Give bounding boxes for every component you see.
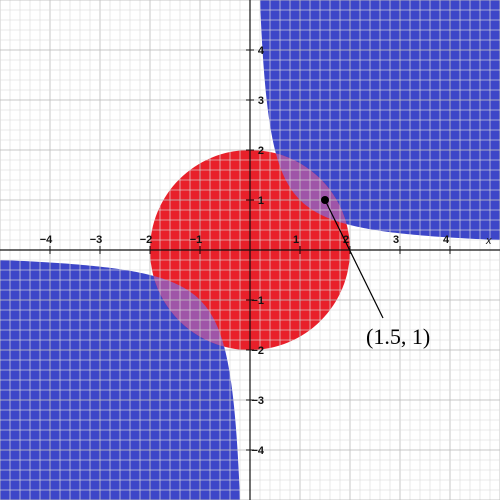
y-tick-label: −4 (251, 445, 264, 457)
x-tick-label: −1 (190, 234, 203, 246)
y-tick-label: −1 (251, 295, 264, 307)
x-tick-label: −4 (40, 234, 53, 246)
point-label: (1.5, 1) (366, 324, 430, 349)
callout-leader-line (324, 199, 384, 319)
x-tick-label: 4 (443, 234, 450, 246)
x-tick-label: −2 (140, 234, 153, 246)
y-tick-label: 3 (258, 95, 264, 107)
tick-labels: −4 −3 −2 −1 1 2 3 4 −4 −3 −2 −1 1 2 3 4 (40, 45, 451, 457)
x-tick-label: 3 (393, 234, 399, 246)
x-tick-label: 2 (343, 234, 349, 246)
y-tick-label: 4 (258, 45, 265, 57)
y-tick-label: 1 (258, 195, 264, 207)
y-tick-label: 2 (258, 145, 264, 157)
x-axis-label: x (485, 235, 492, 247)
point-marker (321, 196, 329, 204)
x-tick-label: −3 (90, 234, 103, 246)
y-tick-label: −3 (251, 395, 264, 407)
x-tick-label: 1 (293, 234, 299, 246)
y-tick-label: −2 (251, 345, 264, 357)
